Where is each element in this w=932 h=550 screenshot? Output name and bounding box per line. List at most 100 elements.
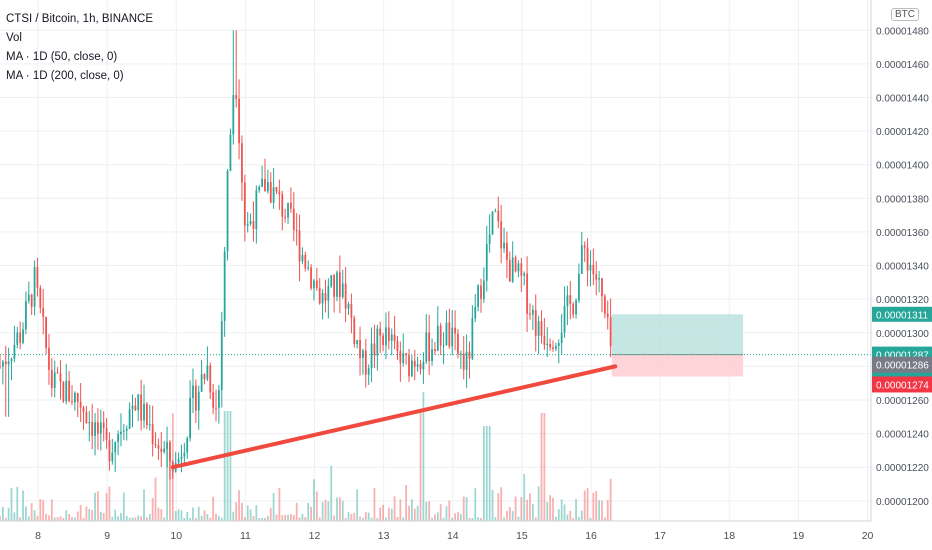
volume-bar (238, 490, 240, 521)
volume-bar (143, 489, 145, 521)
volume-bar (200, 516, 203, 521)
candle-body (91, 421, 94, 436)
candle-body (480, 285, 482, 299)
candle-body (482, 280, 485, 299)
candle-body (122, 430, 125, 432)
symbol-title[interactable]: CTSI / Bitcoin, 1h, BINANCE (6, 13, 153, 25)
candle-body (94, 422, 96, 436)
volume-bar (569, 510, 572, 521)
candle-body (252, 221, 255, 230)
x-tick-label: 19 (793, 530, 805, 542)
volume-bar (128, 517, 131, 521)
volume-bar (468, 517, 471, 521)
candle-body (457, 333, 459, 354)
position-zones (0, 314, 871, 377)
volume-bar (19, 517, 22, 521)
candle-body (408, 355, 410, 377)
volume-bar (131, 517, 134, 521)
candle-body (194, 385, 197, 411)
volume-bar (13, 512, 16, 521)
y-tick-label: 0.00001200 (876, 497, 929, 508)
candle-body (583, 245, 586, 248)
candle-body (76, 393, 79, 402)
indicator-ma-200[interactable]: MA · 1D (200, close, 0) (6, 70, 124, 82)
candle-body (206, 365, 209, 380)
candle-body (197, 391, 200, 411)
candle-body (169, 441, 171, 462)
candle-body (246, 223, 249, 226)
volume-bar (45, 513, 47, 521)
candle-body (451, 327, 454, 347)
volume-bar (76, 511, 79, 521)
volume-bar (218, 515, 220, 521)
candle-body (220, 321, 223, 390)
candle-body (356, 339, 359, 345)
volume-bar (180, 510, 183, 521)
volume-bar (370, 517, 373, 521)
candle-body (48, 347, 50, 370)
x-tick-label: 8 (35, 530, 41, 542)
volume-bar (183, 517, 186, 521)
candle-body (284, 216, 287, 218)
volume-bar (235, 502, 238, 521)
volume-bar (474, 488, 477, 521)
candle-body (269, 182, 272, 203)
volume-bar (99, 511, 102, 521)
volume-bar (557, 509, 560, 521)
volume-bar (540, 413, 543, 521)
candle-body (399, 351, 402, 363)
candle-body (50, 369, 53, 388)
volume-bar (534, 517, 537, 521)
x-tick-label: 13 (378, 530, 390, 542)
candle-body (341, 283, 344, 298)
volume-bar (62, 517, 65, 521)
candle-body (520, 263, 523, 276)
volume-bar (517, 516, 520, 521)
candle-body (497, 210, 500, 222)
candle-body (313, 280, 315, 289)
volume-bar (338, 497, 341, 521)
candle-body (131, 405, 134, 410)
candle-body (543, 336, 546, 346)
volume-bar (439, 504, 442, 521)
volume-bar (137, 515, 140, 521)
volume-bar (445, 506, 448, 521)
candle-body (73, 393, 76, 403)
candle-body (177, 458, 180, 463)
candle-body (572, 303, 575, 315)
indicator-volume[interactable]: Vol (6, 32, 22, 44)
volume-bar (203, 510, 206, 521)
candle-body (36, 267, 39, 288)
candle-body (192, 385, 194, 398)
loss-zone (611, 354, 744, 377)
candle-body (241, 143, 243, 183)
candle-body (508, 260, 511, 282)
candle-body (540, 321, 543, 337)
volume-bar (287, 514, 289, 521)
volume-bar (36, 515, 39, 521)
candle-body (25, 300, 27, 330)
volume-bar (462, 496, 465, 521)
candle-body (102, 422, 105, 429)
candle-body (454, 327, 456, 334)
entry-price-label-bg (872, 356, 932, 373)
volume-bar (243, 517, 246, 521)
volume-bar (315, 491, 318, 521)
candle-body (376, 328, 379, 356)
indicator-ma-50[interactable]: MA · 1D (50, close, 0) (6, 51, 118, 63)
candle-body (1, 361, 4, 367)
candle-body (393, 334, 396, 342)
candle-body (79, 401, 82, 408)
volume-bar (249, 509, 252, 521)
y-tick-label: 0.00001240 (876, 430, 929, 441)
currency-badge[interactable]: BTC (891, 8, 919, 21)
candle-body (471, 318, 474, 359)
volume-bar (431, 517, 433, 521)
volume-bar (491, 489, 494, 521)
candle-body (434, 349, 436, 351)
volume-bar (94, 492, 96, 521)
volume-bar (82, 517, 85, 521)
volume-bar (500, 487, 503, 521)
volume-bar (451, 517, 454, 521)
